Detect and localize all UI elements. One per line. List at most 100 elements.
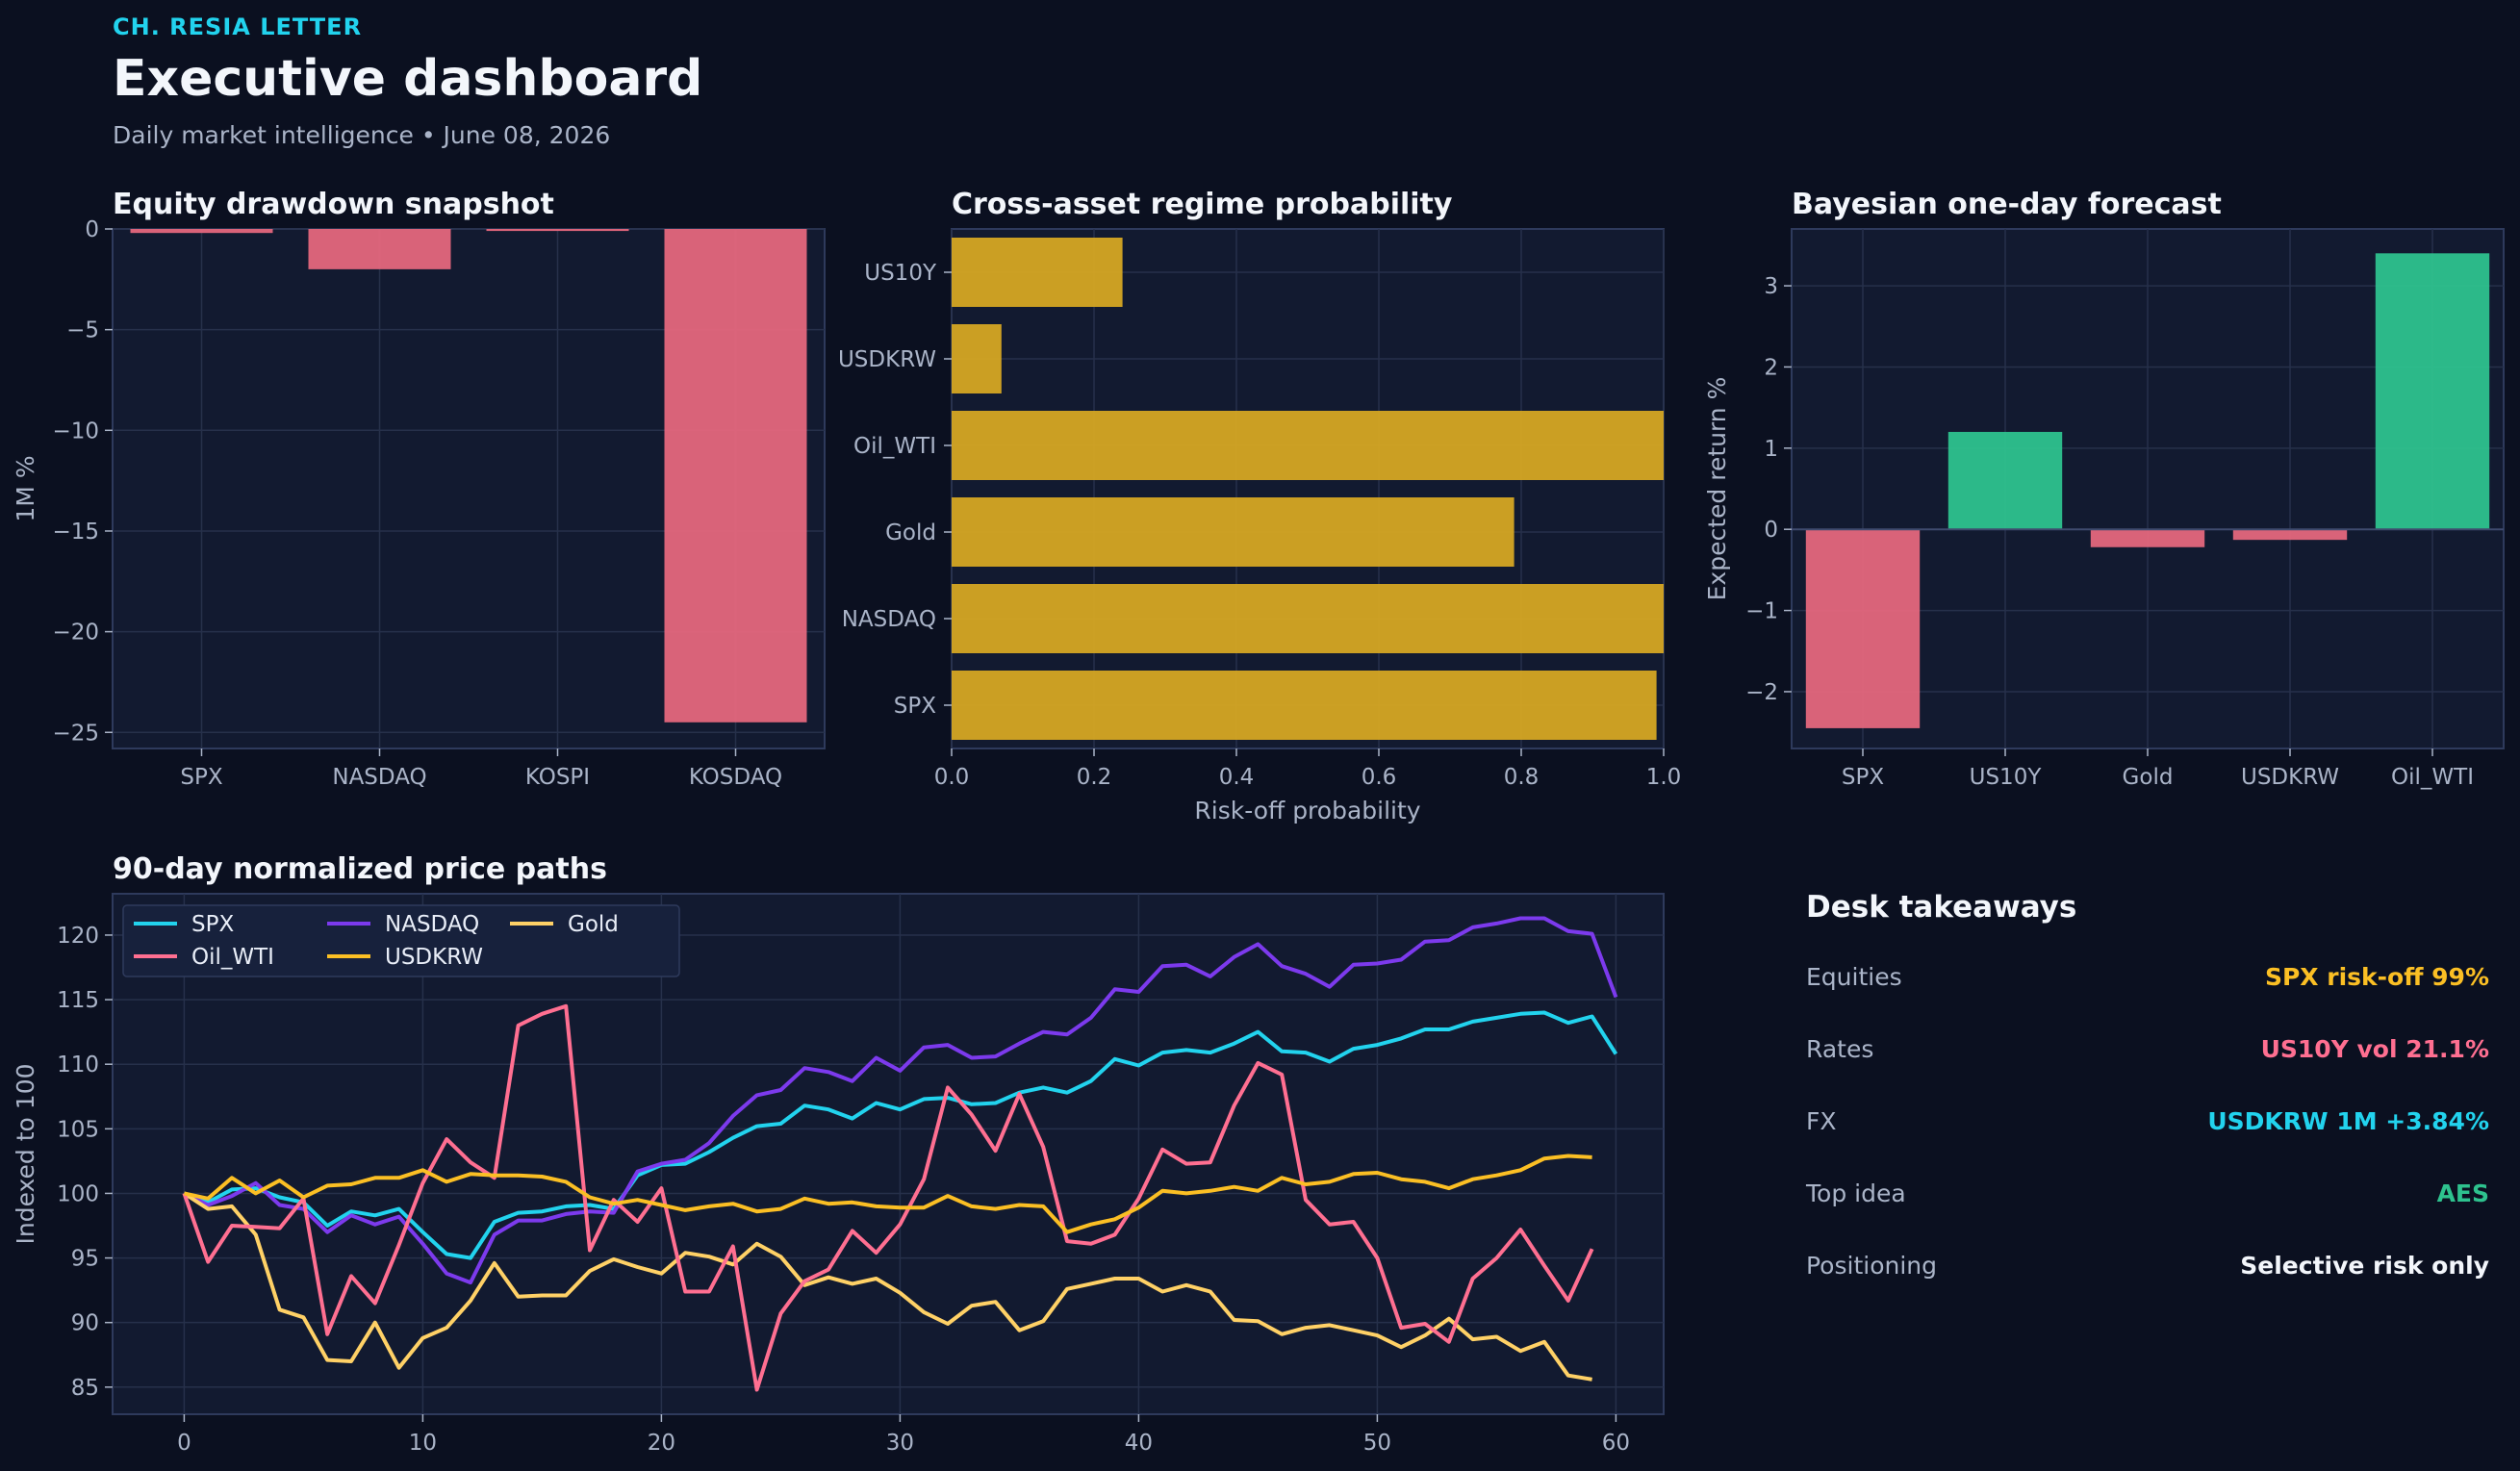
bar bbox=[1805, 529, 1921, 728]
bar bbox=[2232, 529, 2348, 541]
y-tick-label: 120 bbox=[57, 924, 99, 949]
x-axis-label: Risk-off probability bbox=[1194, 797, 1420, 824]
bar bbox=[664, 229, 807, 723]
series-line bbox=[182, 1003, 1594, 1392]
y-tick-label: USDKRW bbox=[838, 347, 936, 372]
x-tick-label: Gold bbox=[2123, 765, 2174, 790]
y-tick-label: −1 bbox=[1745, 599, 1778, 624]
x-tick-label: 1.0 bbox=[1646, 765, 1682, 790]
takeaway-label: Rates bbox=[1806, 1035, 1874, 1063]
legend-label: Oil_WTI bbox=[191, 945, 274, 970]
x-tick-label: SPX bbox=[1842, 765, 1884, 790]
y-tick-label: −15 bbox=[52, 520, 99, 545]
series-line bbox=[183, 1010, 1618, 1260]
x-tick-label: US10Y bbox=[1970, 765, 2043, 790]
legend-label: NASDAQ bbox=[385, 912, 479, 937]
y-axis-label: Indexed to 100 bbox=[12, 1063, 39, 1244]
x-tick-label: KOSDAQ bbox=[689, 765, 782, 790]
y-tick-label: −25 bbox=[52, 721, 99, 746]
bar bbox=[952, 324, 1002, 393]
brand-label: CH. RESIA LETTER bbox=[113, 13, 363, 40]
chart-title-regime-probability: Cross-asset regime probability bbox=[952, 188, 1453, 221]
y-tick-label: Oil_WTI bbox=[853, 434, 936, 459]
bar bbox=[952, 411, 1664, 480]
y-tick-label: 3 bbox=[1764, 274, 1778, 299]
takeaway-value: SPX risk-off 99% bbox=[2264, 963, 2489, 991]
bar bbox=[486, 229, 629, 232]
x-tick-label: 30 bbox=[886, 1431, 914, 1456]
chart-title-equity-drawdown: Equity drawdown snapshot bbox=[113, 188, 554, 221]
takeaway-value: AES bbox=[2436, 1179, 2489, 1207]
y-tick-label: Gold bbox=[885, 520, 936, 545]
bar bbox=[952, 497, 1515, 567]
y-tick-label: US10Y bbox=[864, 261, 937, 286]
y-axis-label: Expected return % bbox=[1703, 377, 1731, 601]
takeaway-value: Selective risk only bbox=[2240, 1252, 2489, 1280]
y-tick-label: 0 bbox=[85, 217, 99, 242]
x-tick-label: 60 bbox=[1602, 1431, 1630, 1456]
takeaway-label: FX bbox=[1806, 1107, 1837, 1135]
desk-takeaways-panel: Desk takeaways Equities SPX risk-off 99%… bbox=[1806, 890, 2489, 1324]
bar bbox=[952, 584, 1664, 653]
x-tick-label: 0.4 bbox=[1219, 765, 1255, 790]
x-tick-label: 0.2 bbox=[1077, 765, 1112, 790]
bar bbox=[308, 229, 451, 269]
y-axis-label: 1M % bbox=[12, 455, 39, 521]
y-tick-label: 110 bbox=[57, 1053, 99, 1078]
y-tick-label: NASDAQ bbox=[842, 607, 936, 632]
y-tick-label: 1 bbox=[1764, 437, 1778, 462]
page-subtitle: Daily market intelligence • June 08, 202… bbox=[113, 121, 611, 149]
y-tick-label: 2 bbox=[1764, 355, 1778, 380]
y-tick-label: 100 bbox=[57, 1181, 99, 1206]
x-tick-label: SPX bbox=[180, 765, 222, 790]
x-tick-label: 40 bbox=[1125, 1431, 1153, 1456]
x-tick-label: NASDAQ bbox=[332, 765, 426, 790]
page-title: Executive dashboard bbox=[113, 50, 703, 108]
y-tick-label: −2 bbox=[1745, 680, 1778, 705]
chart-title-price-paths: 90-day normalized price paths bbox=[113, 852, 607, 886]
x-tick-label: Oil_WTI bbox=[2391, 765, 2474, 790]
x-tick-label: 0.8 bbox=[1504, 765, 1540, 790]
legend-label: SPX bbox=[191, 912, 234, 937]
y-tick-label: 85 bbox=[71, 1376, 99, 1401]
y-tick-label: 105 bbox=[57, 1117, 99, 1142]
y-tick-label: 95 bbox=[71, 1247, 99, 1272]
takeaway-label: Positioning bbox=[1806, 1252, 1937, 1280]
x-tick-label: 0.6 bbox=[1362, 765, 1397, 790]
legend-label: USDKRW bbox=[385, 945, 483, 970]
series-line bbox=[183, 916, 1618, 1285]
takeaway-row-positioning: Positioning Selective risk only bbox=[1806, 1252, 2489, 1324]
legend-label: Gold bbox=[568, 912, 619, 937]
y-tick-label: 90 bbox=[71, 1311, 99, 1336]
y-tick-label: −10 bbox=[52, 418, 99, 444]
y-tick-label: −5 bbox=[66, 318, 99, 343]
takeaway-row-equities: Equities SPX risk-off 99% bbox=[1806, 963, 2489, 1035]
takeaway-row-fx: FX USDKRW 1M +3.84% bbox=[1806, 1107, 2489, 1179]
takeaway-value: USDKRW 1M +3.84% bbox=[2207, 1107, 2489, 1135]
series-line bbox=[183, 1154, 1592, 1234]
x-tick-label: USDKRW bbox=[2241, 765, 2339, 790]
takeaways-title: Desk takeaways bbox=[1806, 890, 2077, 925]
x-tick-label: 0.0 bbox=[934, 765, 970, 790]
takeaway-row-top-idea: Top idea AES bbox=[1806, 1179, 2489, 1252]
series-line bbox=[183, 1191, 1592, 1382]
y-tick-label: 0 bbox=[1764, 518, 1778, 543]
x-tick-label: KOSPI bbox=[525, 765, 590, 790]
bar bbox=[952, 671, 1657, 740]
takeaway-row-rates: Rates US10Y vol 21.1% bbox=[1806, 1035, 2489, 1107]
bar bbox=[2090, 529, 2205, 547]
x-tick-label: 50 bbox=[1363, 1431, 1391, 1456]
chart-title-bayesian-forecast: Bayesian one-day forecast bbox=[1792, 188, 2222, 221]
y-tick-label: −20 bbox=[52, 621, 99, 646]
x-tick-label: 10 bbox=[409, 1431, 437, 1456]
y-tick-label: SPX bbox=[894, 694, 936, 719]
takeaway-value: US10Y vol 21.1% bbox=[2260, 1035, 2489, 1063]
bar bbox=[130, 229, 273, 234]
takeaway-label: Equities bbox=[1806, 963, 1902, 991]
x-tick-label: 0 bbox=[177, 1431, 191, 1456]
y-tick-label: 115 bbox=[57, 988, 99, 1013]
bar bbox=[1947, 431, 2063, 530]
x-tick-label: 20 bbox=[648, 1431, 675, 1456]
bar bbox=[952, 238, 1123, 307]
